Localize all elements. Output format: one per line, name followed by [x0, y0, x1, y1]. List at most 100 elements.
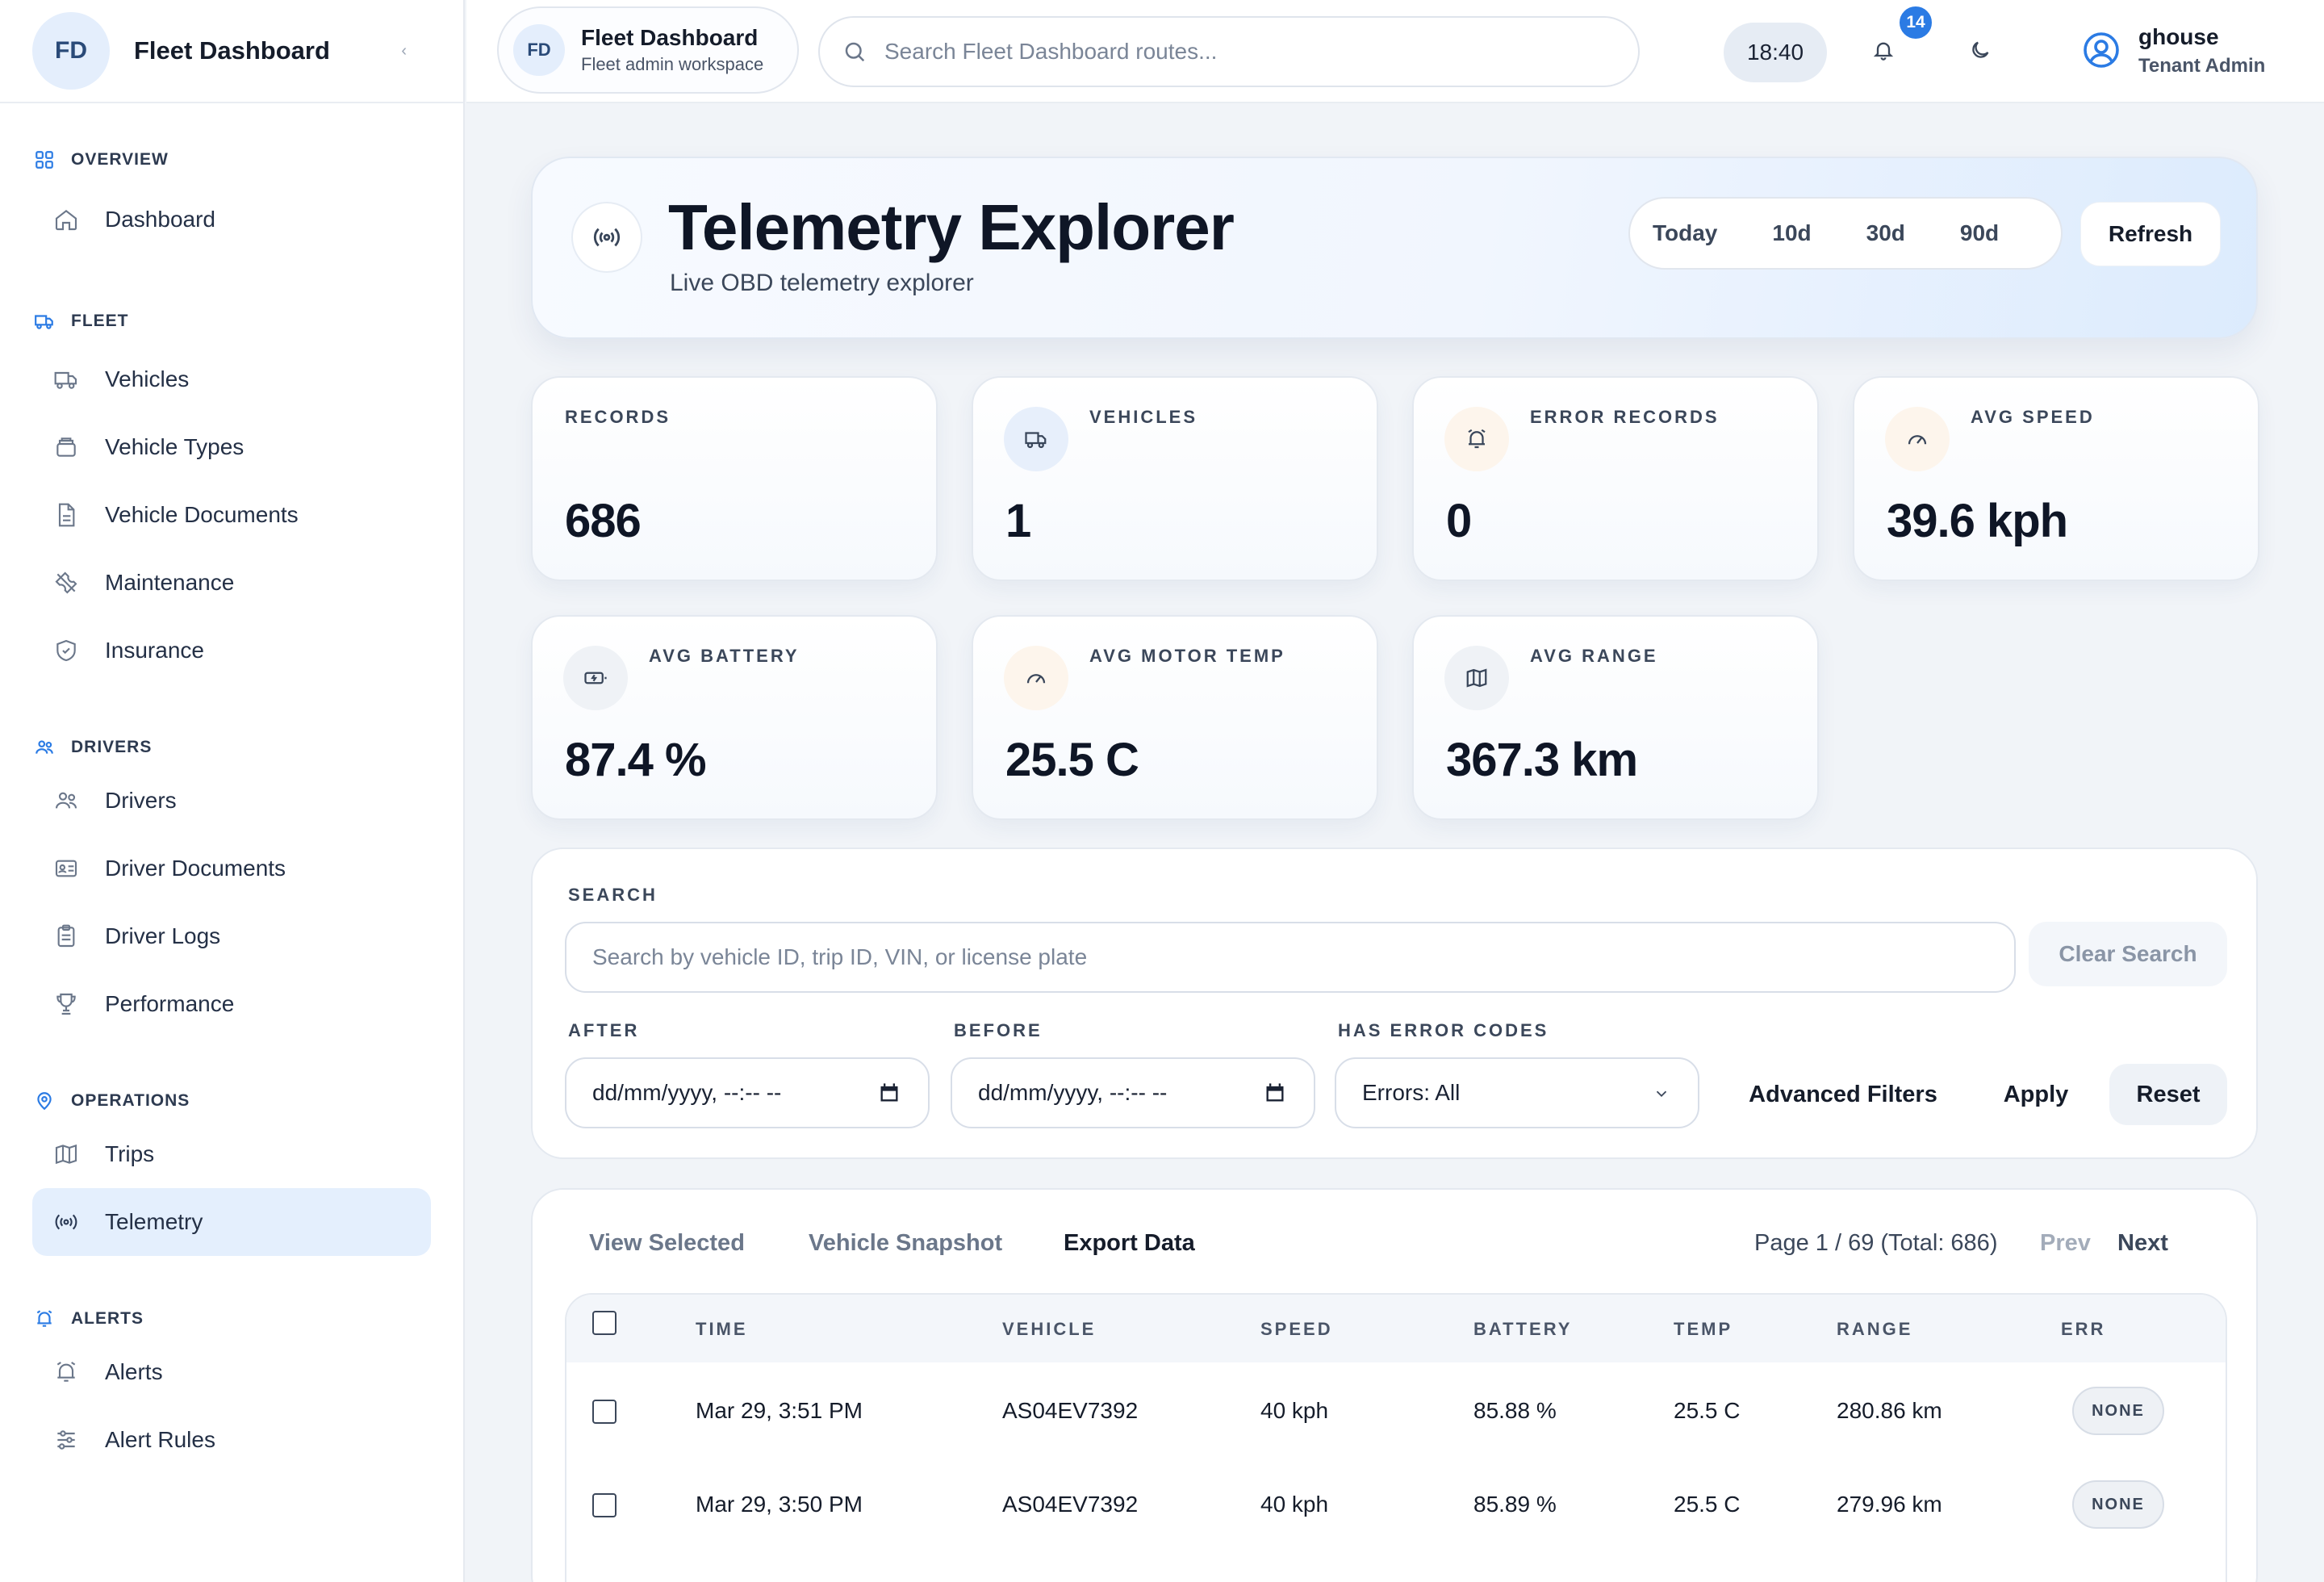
col-speed[interactable]: SPEED [1260, 1319, 1333, 1339]
user-name[interactable]: ghouse [2138, 24, 2219, 49]
sidebar-item-driver-documents[interactable]: Driver Documents [32, 835, 431, 902]
select-all-checkbox[interactable] [592, 1311, 617, 1335]
col-battery[interactable]: BATTERY [1473, 1319, 1573, 1339]
col-temp[interactable]: TEMP [1674, 1319, 1733, 1339]
row-checkbox[interactable] [592, 1493, 617, 1517]
users-icon [36, 740, 53, 754]
route-search-input[interactable] [884, 39, 1611, 65]
truck-icon [1025, 432, 1047, 449]
col-vehicle[interactable]: VEHICLE [1002, 1319, 1097, 1339]
vehicle-snapshot-button[interactable]: Vehicle Snapshot [809, 1230, 1003, 1256]
stat-icon-wrap [1885, 407, 1950, 471]
error-codes-select[interactable]: Errors: All [1335, 1057, 1699, 1128]
prev-page-button[interactable]: Prev [2040, 1230, 2091, 1256]
table-row[interactable] [566, 1555, 2226, 1582]
after-label: AFTER [568, 1020, 640, 1040]
export-data-button[interactable]: Export Data [1064, 1230, 1195, 1256]
row-checkbox[interactable] [592, 1400, 617, 1424]
sidebar-item-performance[interactable]: Performance [32, 970, 431, 1038]
sidebar-item-label: Performance [105, 991, 235, 1016]
workspace-switcher[interactable]: FD Fleet Dashboard Fleet admin workspace [497, 6, 799, 94]
moon-icon[interactable] [1969, 39, 1992, 61]
sidebar-item-drivers[interactable]: Drivers [32, 767, 431, 835]
table-row[interactable]: Mar 29, 3:51 PM AS04EV7392 40 kph 85.88 … [566, 1367, 2226, 1461]
telemetry-table: TIME VEHICLE SPEED BATTERY TEMP RANGE ER… [565, 1293, 2227, 1582]
cell-temp: 25.5 C [1674, 1398, 1741, 1423]
user-role: Tenant Admin [2138, 55, 2266, 77]
sidebar-item-label: Vehicles [105, 366, 190, 391]
sidebar-item-telemetry[interactable]: Telemetry [32, 1188, 431, 1256]
apply-button[interactable]: Apply [2003, 1081, 2069, 1107]
signal-icon [55, 1214, 77, 1230]
chevron-left-icon[interactable]: ‹ [401, 42, 407, 60]
cell-time: Mar 29, 3:50 PM [696, 1492, 863, 1517]
hero-icon-wrap [571, 202, 642, 273]
sidebar-item-maintenance[interactable]: Maintenance [32, 549, 431, 617]
workspace-name: Fleet Dashboard [581, 25, 759, 50]
after-date-input[interactable]: dd/mm/yyyy, --:-- -- [565, 1057, 930, 1128]
battery-charging-icon [584, 672, 607, 684]
home-icon [55, 209, 77, 231]
sidebar-brand: FD Fleet Dashboard ‹ [0, 0, 463, 103]
calendar-icon[interactable] [878, 1082, 901, 1104]
search-label: SEARCH [568, 885, 658, 905]
before-date-value: dd/mm/yyyy, --:-- -- [978, 1080, 1168, 1105]
wrench-icon [55, 571, 77, 594]
sidebar-item-driver-logs[interactable]: Driver Logs [32, 902, 431, 970]
brand-logo: FD [32, 12, 110, 90]
stat-value: 25.5 C [1005, 734, 1139, 786]
sidebar-item-vehicle-types[interactable]: Vehicle Types [32, 413, 431, 481]
sidebar-item-alert-rules[interactable]: Alert Rules [32, 1406, 431, 1474]
workspace-logo: FD [513, 24, 565, 76]
cell-speed: 40 kph [1260, 1398, 1329, 1423]
user-circle-icon[interactable] [2082, 31, 2121, 69]
stat-card-avg-speed: AVG SPEED 39.6 kph [1853, 376, 2259, 581]
section-label: OVERVIEW [71, 150, 169, 169]
clear-search-button[interactable]: Clear Search [2029, 922, 2227, 986]
range-90d[interactable]: 90d [1959, 220, 2000, 245]
calendar-icon[interactable] [1264, 1082, 1286, 1104]
col-time[interactable]: TIME [696, 1319, 748, 1339]
page-subtitle: Live OBD telemetry explorer [670, 270, 974, 296]
trophy-icon [56, 993, 76, 1015]
stat-value: 686 [565, 495, 642, 547]
stat-icon-wrap [1004, 407, 1068, 471]
stat-card-avg-battery: AVG BATTERY 87.4 % [531, 615, 938, 820]
bell-icon[interactable] [1872, 39, 1895, 61]
sidebar-item-label: Dashboard [105, 207, 215, 232]
next-page-button[interactable]: Next [2117, 1230, 2168, 1256]
col-err[interactable]: ERR [2061, 1319, 2106, 1339]
cell-vehicle: AS04EV7392 [1002, 1492, 1139, 1517]
sidebar-item-vehicles[interactable]: Vehicles [32, 345, 431, 413]
table-row[interactable]: Mar 29, 3:50 PM AS04EV7392 40 kph 85.89 … [566, 1461, 2226, 1555]
view-selected-button[interactable]: View Selected [589, 1230, 745, 1256]
refresh-button[interactable]: Refresh [2080, 202, 2221, 266]
table-header: TIME VEHICLE SPEED BATTERY TEMP RANGE ER… [566, 1295, 2226, 1362]
topbar: FD Fleet Dashboard Fleet admin workspace… [466, 0, 2324, 103]
stat-label: AVG RANGE [1530, 646, 1658, 666]
sidebar-item-alerts[interactable]: Alerts [32, 1338, 431, 1406]
range-10d[interactable]: 10d [1772, 220, 1812, 245]
reset-button[interactable]: Reset [2109, 1064, 2227, 1125]
sidebar-item-label: Trips [105, 1141, 155, 1166]
range-today[interactable]: Today [1653, 220, 1718, 245]
range-30d[interactable]: 30d [1866, 220, 1905, 245]
before-date-input[interactable]: dd/mm/yyyy, --:-- -- [951, 1057, 1315, 1128]
col-range[interactable]: RANGE [1837, 1319, 1913, 1339]
section-label: OPERATIONS [71, 1091, 190, 1110]
sidebar-item-dashboard[interactable]: Dashboard [32, 186, 431, 253]
stat-label: AVG BATTERY [649, 646, 800, 666]
sidebar-item-insurance[interactable]: Insurance [32, 617, 431, 684]
map-pin-icon [37, 1092, 52, 1111]
gauge-icon [1026, 674, 1046, 684]
cell-speed: 40 kph [1260, 1492, 1329, 1517]
telemetry-search-input[interactable] [565, 922, 2016, 993]
sidebar-item-trips[interactable]: Trips [32, 1120, 431, 1188]
stat-card-avg-range: AVG RANGE 367.3 km [1412, 615, 1819, 820]
sidebar-item-vehicle-documents[interactable]: Vehicle Documents [32, 481, 431, 549]
users-icon [55, 792, 77, 809]
clock: 18:40 [1724, 23, 1827, 82]
advanced-filters-button[interactable]: Advanced Filters [1749, 1081, 1937, 1107]
clipboard-icon [57, 924, 75, 948]
stat-icon-wrap [1004, 646, 1068, 710]
